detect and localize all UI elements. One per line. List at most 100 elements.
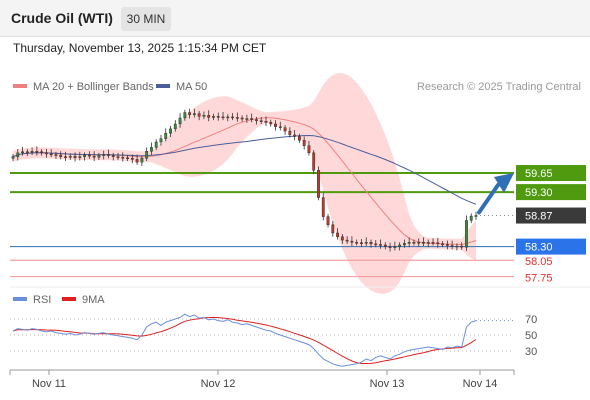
candle-body [312, 152, 316, 171]
candle-body [393, 246, 397, 248]
candle-body [216, 116, 220, 118]
rsi-line [12, 313, 477, 367]
bollinger-bands [13, 73, 476, 294]
candle-body [145, 151, 149, 159]
last-price-label-bg [516, 207, 586, 224]
instrument-title: Crude Oil (WTI) [11, 10, 113, 26]
candle-body [231, 116, 234, 119]
x-tick-label: Nov 11 [32, 378, 66, 390]
candle-body [188, 112, 192, 115]
candle-body [317, 170, 320, 198]
candle-body [87, 154, 91, 157]
candle-body [302, 140, 306, 146]
candle-body [111, 155, 115, 157]
rsi-panel: 70 50 30 [10, 313, 537, 367]
candle-body [197, 113, 201, 117]
candle-body [107, 154, 110, 156]
rsi-ma-line [12, 316, 477, 364]
level-label-59.65: 59.65 [525, 168, 553, 180]
last-price-label: 58.87 [525, 211, 553, 223]
candle-body [383, 244, 387, 247]
rsi-tick-30: 30 [525, 346, 537, 358]
candle-body [45, 152, 48, 155]
candle-body [278, 126, 282, 128]
candle-body [121, 157, 125, 159]
candle-body [336, 232, 339, 237]
candle-body [417, 242, 421, 244]
candle-body [431, 242, 435, 244]
candle-body [59, 154, 63, 157]
ma20-legend-label: MA 20 + Bollinger Bands [33, 81, 154, 93]
ma50-line [12, 134, 477, 205]
candle-body [202, 115, 206, 117]
candle-body [436, 242, 440, 245]
ma50-legend-swatch [156, 84, 170, 88]
chart-datetime: Thursday, November 13, 2025 1:15:34 PM C… [13, 41, 267, 55]
candle-body [73, 155, 77, 158]
candle-body [21, 151, 24, 154]
level-labels: 59.65 59.30 58.30 58.05 57.75 58.87 [477, 165, 586, 285]
level-label-58.30-bg [516, 238, 586, 255]
level-label-58.30: 58.30 [525, 242, 553, 254]
candle-body [40, 151, 44, 154]
candle-body [97, 155, 101, 158]
candle-body [207, 115, 211, 118]
candle-body [154, 141, 158, 148]
candle-body [469, 215, 473, 221]
projection-arrow-shaft [477, 183, 500, 215]
level-label-59.30-bg [516, 184, 586, 201]
candle-body [293, 134, 297, 137]
x-tick-label: Nov 14 [463, 378, 498, 390]
ma50-legend-label: MA 50 [176, 81, 207, 93]
candle-body [221, 116, 225, 119]
level-label-58.05: 58.05 [525, 256, 553, 268]
candle-body [135, 159, 139, 163]
candle-body [49, 153, 53, 156]
ma20-legend-swatch [13, 84, 27, 88]
candle-body [68, 155, 72, 158]
candle-body [283, 127, 287, 132]
rsi-ma-legend-swatch [62, 297, 76, 301]
timeframe-button[interactable]: 30 MIN [121, 7, 171, 31]
candle-body [465, 220, 468, 248]
candle-body [250, 118, 254, 120]
candle-body [259, 120, 263, 122]
rsi-legend-label: RSI [33, 294, 51, 306]
level-label-59.30: 59.30 [525, 187, 553, 199]
support-resistance-lines [10, 172, 514, 278]
candle-body [297, 136, 301, 141]
candle-body [16, 152, 20, 157]
candle-body [274, 123, 277, 127]
candle-body [54, 154, 58, 156]
candle-body [264, 121, 268, 123]
projection-arrow-head [494, 173, 514, 194]
candle-body [288, 130, 292, 136]
candle-body [369, 242, 373, 245]
candle-body [474, 215, 478, 217]
candle-body [307, 145, 311, 154]
candle-body [374, 243, 378, 246]
rsi-tick-70: 70 [525, 314, 537, 326]
candle-body [426, 242, 430, 244]
candle-body [116, 156, 120, 158]
candle-body [192, 113, 196, 115]
candle-body [169, 128, 172, 134]
candle-body [412, 242, 416, 244]
candle-body [364, 242, 368, 244]
bollinger-band-area [13, 73, 476, 294]
level-label-59.65-bg [516, 165, 586, 182]
research-credit: Research © 2025 Trading Central [417, 81, 581, 93]
candle-body [226, 116, 230, 119]
candle-body [164, 133, 168, 139]
x-axis-ticks: Nov 11 Nov 12 Nov 13 Nov 14 [9, 370, 515, 390]
candle-body [326, 216, 330, 226]
candle-body [140, 158, 144, 163]
level-label-57.75: 57.75 [525, 273, 553, 285]
candle-body [379, 244, 382, 246]
candle-body [240, 117, 244, 120]
candle-body [150, 147, 153, 152]
candle-body [345, 239, 349, 242]
candle-body [30, 151, 34, 153]
candle-body [350, 240, 354, 243]
